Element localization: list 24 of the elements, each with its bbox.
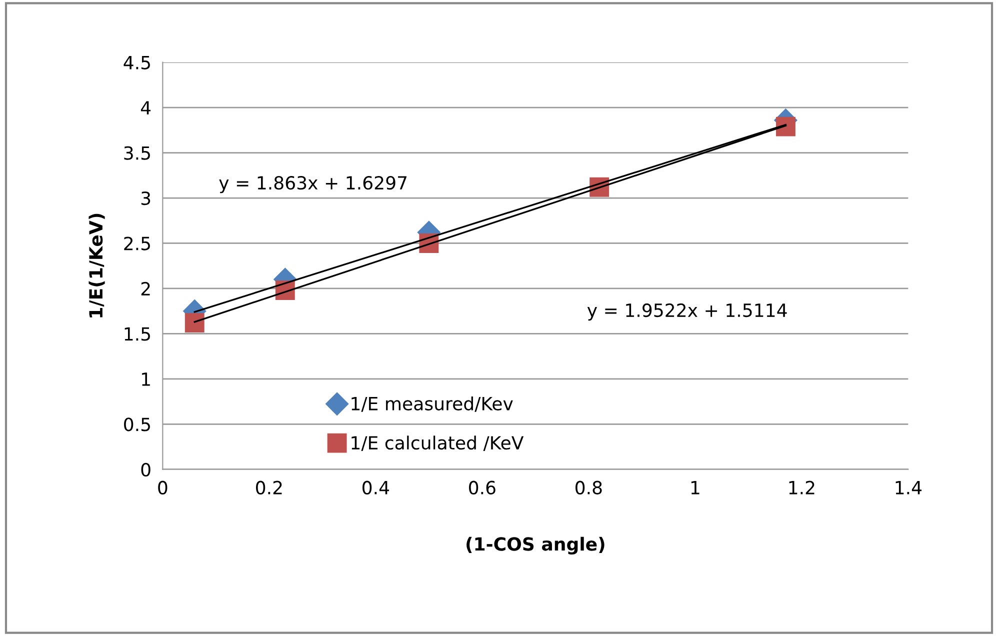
y-tick-label: 3.5 <box>124 146 150 160</box>
x-tick-label: 0 <box>158 480 168 494</box>
legend-label: 1/E measured/Kev <box>352 396 513 412</box>
y-tick-label: 4 <box>140 101 151 114</box>
x-tick-label: 1 <box>691 481 700 494</box>
y-axis-title: 1/E(1/KeV) <box>88 214 105 318</box>
legend-label: 1/E calculated /KeV <box>352 436 524 452</box>
y-tick-label: 0.5 <box>124 418 150 432</box>
x-tick-label: 0.2 <box>256 480 282 494</box>
x-axis-title: (1-COS angle) <box>466 536 604 554</box>
y-tick-label: 3 <box>141 191 150 206</box>
x-tick-label: 0.6 <box>469 480 496 494</box>
annotation: y = 1.863x + 1.6297 <box>219 176 406 194</box>
x-tick-label: 0.8 <box>576 480 602 494</box>
y-tick-label: 1.5 <box>124 327 150 341</box>
annotation: y = 1.9522x + 1.5114 <box>587 303 787 321</box>
x-tick-label: 1.4 <box>896 481 922 494</box>
y-tick-label: 4.5 <box>124 56 150 70</box>
x-tick-label: 0.4 <box>362 480 390 494</box>
y-tick-label: 0 <box>141 462 150 476</box>
x-tick-label: 1.2 <box>789 480 814 494</box>
y-tick-label: 2.5 <box>124 236 150 250</box>
y-tick-label: 1 <box>142 372 150 386</box>
y-tick-label: 2 <box>141 282 150 296</box>
